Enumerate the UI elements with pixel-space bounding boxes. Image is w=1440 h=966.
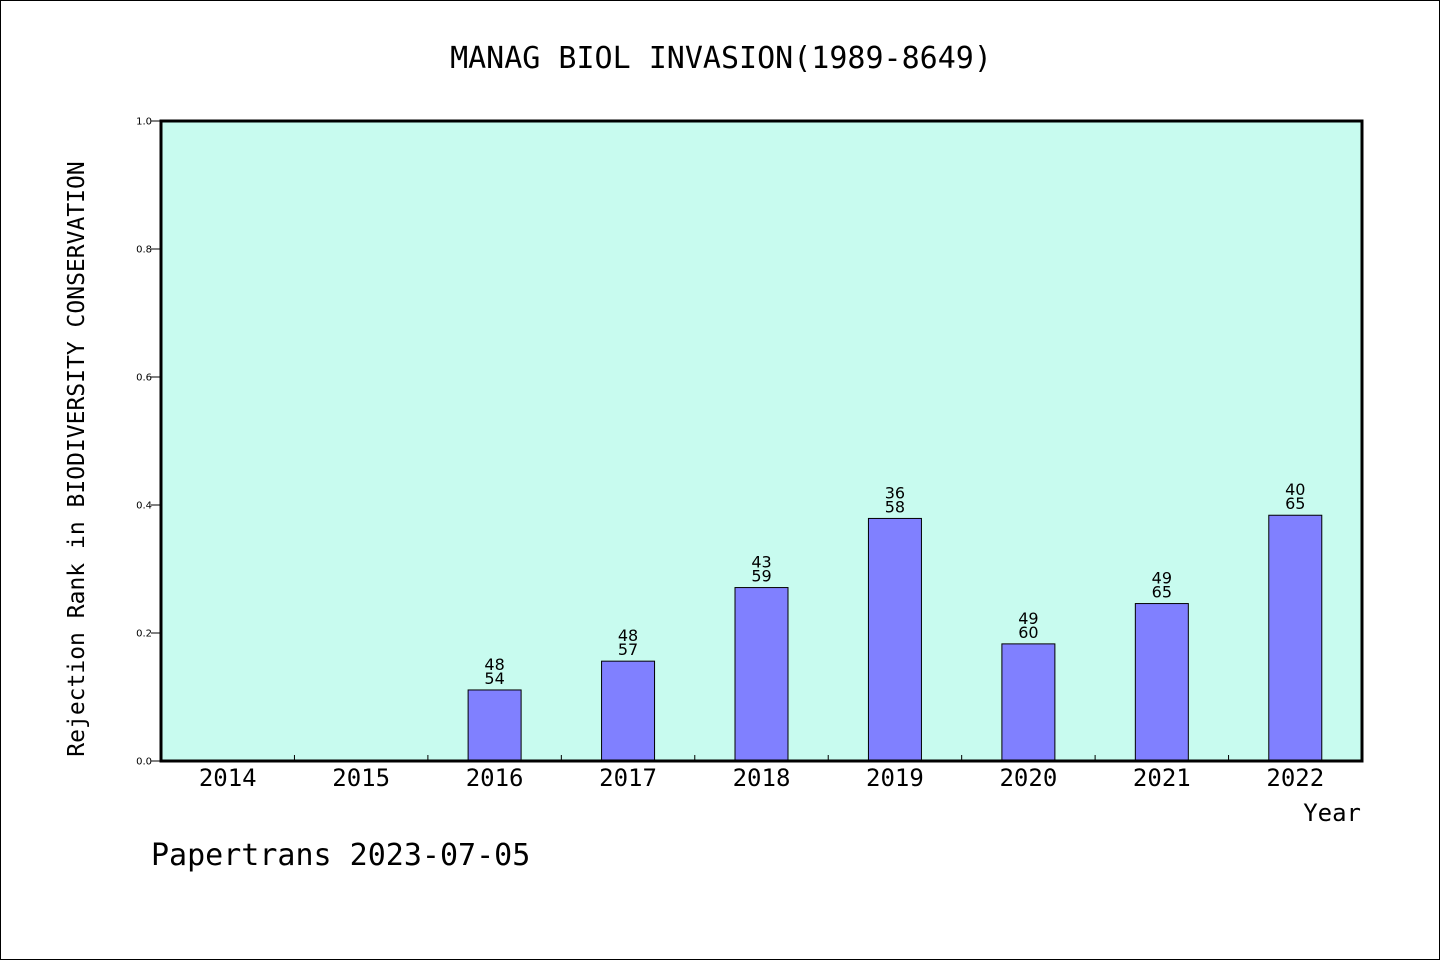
x-tick-label: 2014 (199, 764, 257, 792)
footer-text: Papertrans 2023-07-05 (151, 838, 530, 873)
bar-2020 (1001, 643, 1056, 762)
y-tick-label: 1.0 (136, 117, 152, 128)
data-label-bottom: 65 (1152, 583, 1172, 602)
x-axis-label: Year (1303, 799, 1361, 827)
chart-title: MANAG BIOL INVASION(1989-8649) (450, 41, 992, 76)
bar-2019 (867, 517, 922, 762)
bar-series (467, 514, 1323, 762)
x-tick-label: 2016 (466, 764, 524, 792)
x-axis: 2014 2015 2016 2017 2018 2019 2020 2021 2022 (199, 755, 1324, 792)
data-label-bottom: 58 (885, 497, 905, 516)
bar-2017 (601, 660, 656, 762)
bar-2021 (1134, 603, 1189, 762)
y-tick-label: 0.6 (136, 373, 152, 384)
bar-2016 (467, 689, 522, 762)
data-label-top: 36 (885, 483, 905, 502)
data-label-bottom: 57 (618, 640, 638, 659)
data-label-bottom: 60 (1018, 623, 1038, 642)
data-label-top: 48 (484, 655, 504, 674)
data-label-bottom: 65 (1285, 494, 1305, 513)
x-tick-label: 2018 (733, 764, 791, 792)
plot-border (159, 119, 1364, 763)
x-tick-label: 2021 (1133, 764, 1191, 792)
data-label-top: 40 (1285, 480, 1305, 499)
y-tick-label: 0.4 (136, 501, 152, 512)
bar-2022 (1268, 514, 1323, 762)
x-tick-label: 2019 (866, 764, 924, 792)
y-tick-label: 0.2 (136, 629, 152, 640)
y-tick-label: 0.0 (136, 757, 152, 768)
y-axis-label: Rejection Rank in BIODIVERSITY CONSERVAT… (64, 161, 90, 756)
x-tick-label: 2017 (599, 764, 657, 792)
data-label-top: 49 (1018, 609, 1038, 628)
data-label-bottom: 54 (484, 669, 504, 688)
y-tick-label: 0.8 (136, 245, 152, 256)
x-tick-label: 2020 (999, 764, 1057, 792)
data-label-top: 48 (618, 626, 638, 645)
data-label-top: 49 (1152, 569, 1172, 588)
x-tick-label: 2015 (332, 764, 390, 792)
bar-2018 (734, 587, 789, 762)
y-axis: 0.0 0.2 0.4 0.6 0.8 1.0 (136, 117, 161, 768)
data-label-top: 43 (751, 553, 771, 572)
x-tick-label: 2022 (1266, 764, 1324, 792)
data-label-bottom: 59 (751, 567, 771, 586)
